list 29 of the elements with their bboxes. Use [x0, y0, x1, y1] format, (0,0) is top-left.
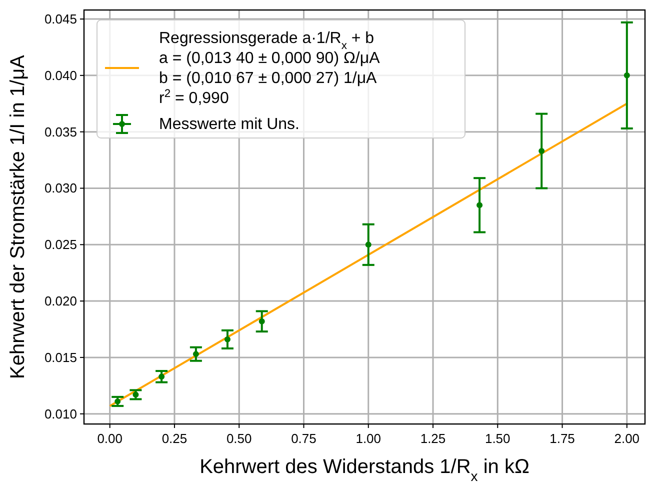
x-tick-label: 0.00 — [97, 431, 123, 446]
y-tick-label: 0.045 — [44, 12, 77, 27]
x-tick-label: 0.75 — [291, 431, 316, 446]
point — [258, 318, 265, 324]
x-tick-label: 1.25 — [420, 431, 446, 446]
y-tick-label: 0.010 — [44, 406, 77, 422]
x-tick-label: 1.75 — [550, 431, 575, 446]
point — [365, 242, 372, 248]
point — [192, 351, 199, 358]
legend-label: Regressionsgerade a·1/R$_{x}$ + b a = (0,013 40 ± 0,000 90) Ω/μA b = (0,010 67 ± 0,000 27) 1/μA r$^{2}$ = 0,990 — [159, 30, 380, 107]
y-tick-label: 0.035 — [44, 124, 77, 140]
x-tick-label: 1.50 — [484, 431, 510, 446]
x-axis-title: Kehrwert des Widerstands 1/R$_{x}$ in kΩ — [200, 456, 530, 484]
x-tick-label: 0.50 — [226, 431, 252, 446]
point — [538, 148, 545, 154]
y-tick-label: 0.025 — [44, 237, 77, 252]
point — [224, 336, 230, 342]
point — [158, 374, 165, 380]
x-tick-label: 0.25 — [162, 431, 188, 446]
y-tick-label: 0.040 — [44, 68, 77, 83]
y-axis-title: Kehrwert der Stromstärke 1/I in 1/μA — [7, 54, 29, 379]
point — [624, 72, 630, 78]
y-tick-label: 0.020 — [44, 294, 77, 309]
legend-label: Messwerte mit Uns. — [159, 116, 300, 133]
y-tick-label: 0.030 — [44, 180, 77, 196]
y-tick-label: 0.015 — [44, 350, 77, 365]
point — [476, 202, 483, 208]
x-tick-label: 2.00 — [614, 431, 640, 446]
x-tick-label: 1.00 — [356, 431, 382, 446]
